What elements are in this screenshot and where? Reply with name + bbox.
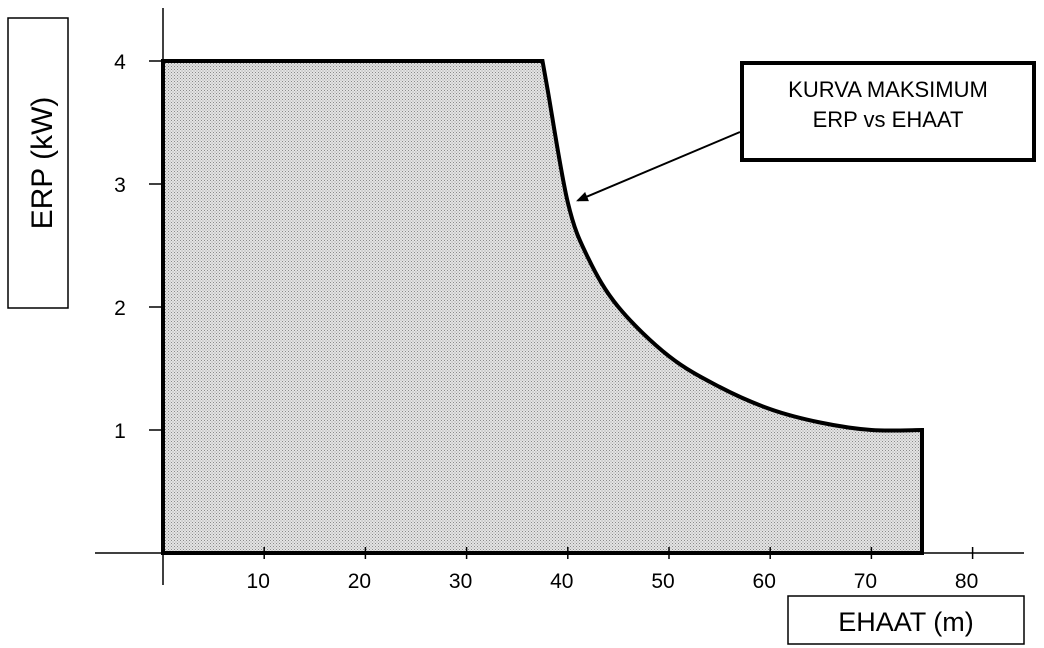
y-tick-label: 1 (114, 420, 126, 443)
x-tick-label: 40 (550, 570, 573, 593)
y-tick-label: 2 (114, 297, 126, 320)
y-axis-title: ERP (kW) (26, 97, 59, 230)
x-tick-label: 10 (247, 570, 270, 593)
y-axis-title-box (7, 17, 69, 309)
x-axis-title: EHAAT (m) (838, 607, 974, 637)
ticks: 10 20 30 40 50 60 70 80 1 2 3 4 (114, 51, 978, 593)
y-tick-label: 3 (114, 174, 126, 197)
x-tick-label: 70 (854, 570, 877, 593)
annotation-line-1: KURVA MAKSIMUM (788, 77, 988, 102)
x-tick-label: 50 (651, 570, 674, 593)
y-tick-label: 4 (114, 51, 126, 74)
x-tick-label: 80 (955, 570, 978, 593)
x-tick-label: 20 (348, 570, 371, 593)
annotation-line-2: ERP vs EHAAT (813, 107, 964, 132)
annotation-arrow (576, 131, 741, 202)
area-fill (163, 61, 922, 553)
max-erp-curve (161, 59, 924, 555)
x-tick-label: 60 (753, 570, 776, 593)
x-tick-label: 30 (449, 570, 472, 593)
annotation-box (740, 61, 1036, 162)
x-axis-title-box (787, 595, 1025, 645)
